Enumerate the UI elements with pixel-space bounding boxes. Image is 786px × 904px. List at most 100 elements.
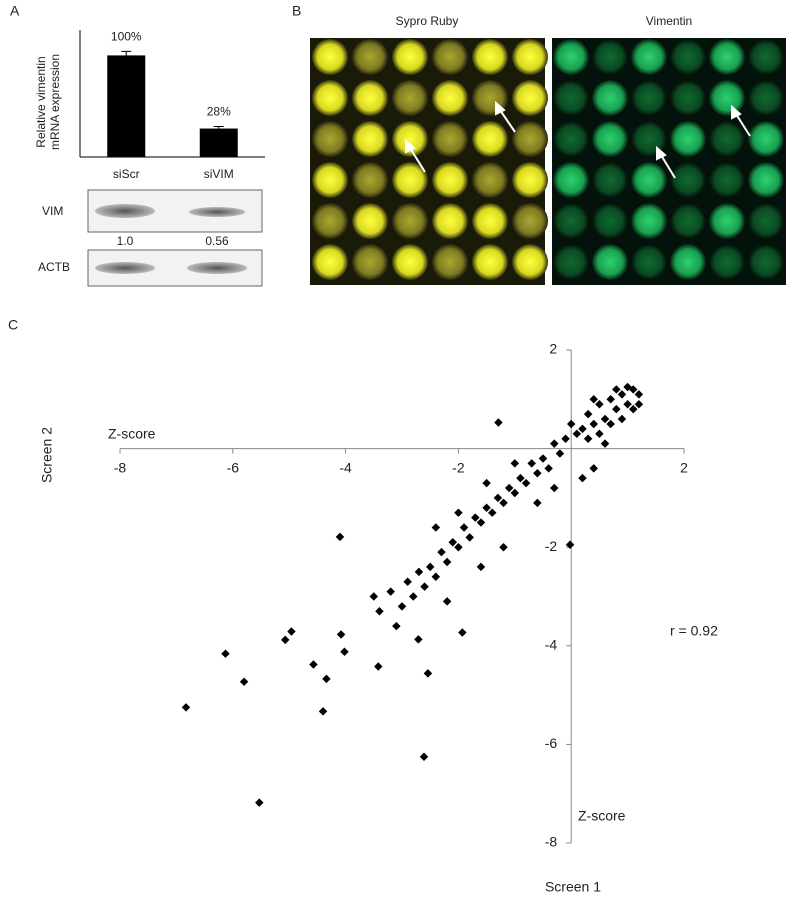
spot	[631, 80, 667, 116]
point	[374, 662, 383, 671]
blot-band	[187, 262, 247, 274]
spot	[312, 80, 348, 116]
point	[516, 473, 525, 483]
point	[437, 547, 446, 557]
point	[392, 621, 401, 631]
spot	[670, 80, 706, 116]
y-label: Screen 2	[39, 427, 55, 483]
point	[583, 409, 593, 419]
spot	[512, 80, 548, 116]
spot	[670, 121, 706, 157]
point	[595, 429, 604, 439]
microarray-image	[552, 38, 786, 285]
value-label: 100%	[111, 30, 142, 44]
point	[287, 627, 296, 636]
point	[572, 429, 582, 439]
spot	[432, 162, 468, 198]
point	[369, 592, 379, 601]
point	[322, 674, 331, 684]
panel-label: B	[292, 3, 301, 19]
spot	[709, 39, 745, 75]
point	[617, 390, 627, 399]
microarray-image	[310, 38, 545, 285]
point	[397, 602, 407, 611]
point	[623, 399, 632, 409]
blot-band	[95, 262, 155, 274]
spot	[748, 121, 784, 157]
spot	[670, 203, 706, 239]
point	[510, 488, 520, 498]
x-tick-label: 2	[680, 459, 688, 475]
spot	[312, 244, 348, 280]
point	[606, 395, 615, 404]
blot-row-label: VIM	[42, 204, 63, 218]
point	[221, 649, 230, 658]
point	[471, 513, 480, 522]
point	[494, 418, 503, 427]
spot	[352, 162, 388, 198]
spot	[748, 80, 784, 116]
point	[510, 459, 520, 468]
point	[617, 414, 627, 424]
point	[318, 707, 328, 716]
spot	[312, 121, 348, 157]
spot	[432, 39, 468, 75]
point	[448, 538, 458, 547]
y-tick-label: 2	[549, 341, 557, 357]
point	[544, 464, 553, 473]
point	[521, 478, 531, 488]
point	[419, 752, 429, 761]
spot	[352, 244, 388, 280]
point	[499, 498, 508, 508]
arrows	[405, 100, 751, 179]
spot	[432, 80, 468, 116]
y-tick-label: -8	[545, 834, 558, 850]
point	[423, 669, 433, 678]
point	[628, 404, 638, 414]
spot	[432, 244, 468, 280]
point	[566, 419, 576, 429]
error-bar	[213, 126, 224, 131]
point	[281, 635, 290, 645]
point	[550, 483, 559, 493]
point	[442, 557, 452, 567]
point	[499, 542, 508, 552]
spot	[709, 121, 745, 157]
point	[476, 518, 486, 527]
point	[589, 419, 599, 429]
spot	[553, 162, 589, 198]
point	[482, 503, 491, 513]
spot	[512, 39, 548, 75]
panel-label: C	[8, 317, 18, 333]
spot	[748, 162, 784, 198]
point	[634, 399, 644, 409]
spot	[352, 39, 388, 75]
point	[458, 628, 467, 637]
spot	[392, 39, 428, 75]
spot	[512, 121, 548, 157]
blot-row-label: ACTB	[38, 260, 70, 274]
point	[414, 567, 424, 577]
x-tick-label: -6	[227, 459, 240, 475]
point	[431, 572, 441, 582]
spot	[432, 121, 468, 157]
error-bar	[121, 50, 132, 60]
spot	[592, 244, 628, 280]
point	[493, 493, 503, 503]
point	[634, 390, 644, 399]
spot	[631, 162, 667, 198]
spot	[392, 203, 428, 239]
point	[538, 454, 548, 463]
point	[442, 597, 452, 606]
spot	[748, 244, 784, 280]
spot	[472, 203, 508, 239]
point	[606, 419, 615, 429]
point	[527, 459, 536, 468]
point	[623, 382, 632, 392]
bar	[199, 128, 238, 157]
point	[482, 478, 491, 488]
point	[583, 434, 593, 443]
point	[533, 498, 542, 508]
spot	[748, 39, 784, 75]
